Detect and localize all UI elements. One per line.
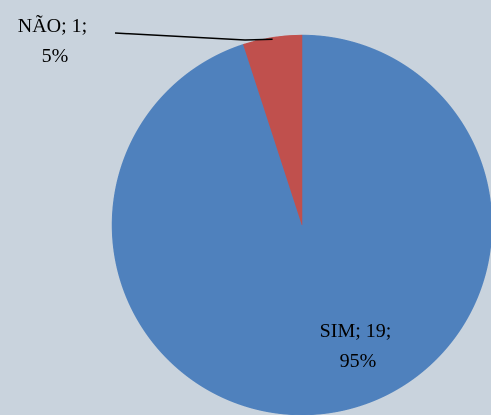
data-label-nao: NÃO; 1; 5% (18, 13, 92, 67)
data-label-sim-line1: SIM; 19; (320, 320, 392, 342)
pie-slice-n-o (242, 34, 303, 226)
data-label-nao-line2: 5% (42, 45, 69, 67)
pie-slices (111, 34, 491, 415)
data-label-nao-line1: NÃO; 1; (18, 13, 87, 37)
pie-slice-sim (111, 34, 491, 415)
leader-line-nao (114, 32, 273, 41)
data-label-sim-line2: 95% (340, 350, 377, 372)
data-label-sim: SIM; 19; 95% (320, 320, 397, 372)
